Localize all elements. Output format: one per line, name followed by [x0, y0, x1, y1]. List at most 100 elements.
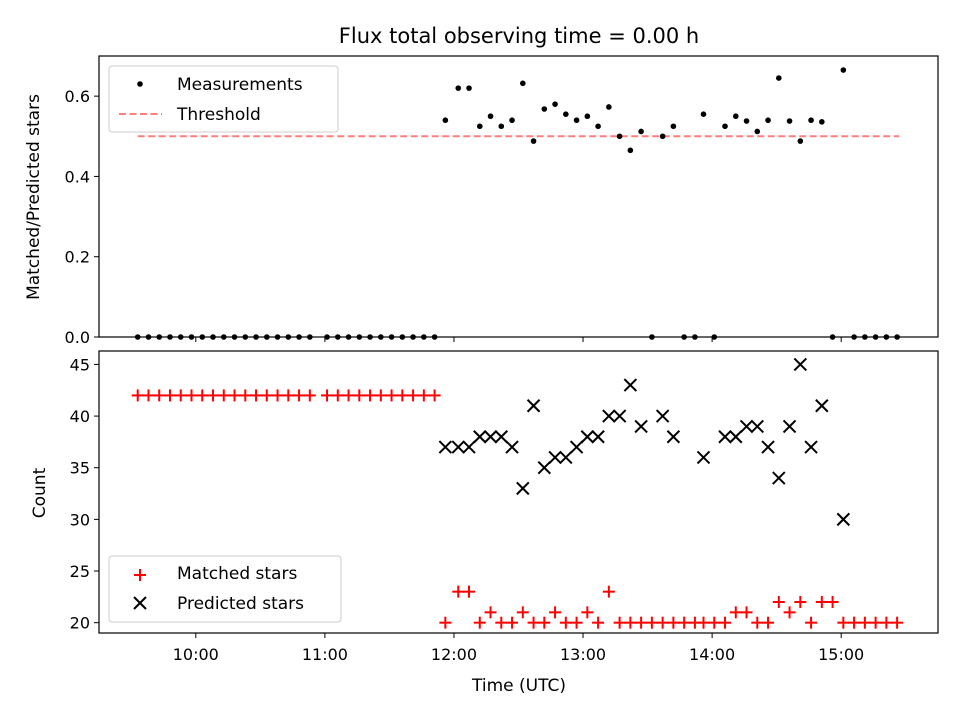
measurement-point [606, 104, 612, 110]
matched-star-point [880, 616, 893, 629]
measurement-point [819, 119, 825, 125]
count-y-tick-label: 25 [70, 562, 90, 581]
predicted-star-point [750, 419, 764, 434]
predicted-star-point [516, 481, 530, 496]
matched-star-point [428, 389, 441, 402]
predicted-star-point [836, 512, 851, 527]
measurement-point [840, 67, 847, 73]
matched-star-point [196, 389, 209, 402]
x-tick-label: 14:00 [689, 645, 735, 664]
matched-star-point [396, 389, 409, 402]
matched-star-point [506, 616, 519, 629]
predicted-star-point [591, 430, 605, 444]
matched-star-point [613, 616, 626, 629]
matched-star-point [740, 606, 753, 619]
predicted-star-point [451, 440, 465, 454]
count-y-axis-label: Count [30, 467, 50, 518]
matched-star-point [174, 389, 187, 402]
matched-star-point [163, 389, 176, 402]
measurement-point [743, 118, 750, 124]
matched-star-point [570, 616, 583, 629]
matched-star-point [452, 585, 465, 598]
measurement-point [627, 147, 634, 154]
legend-measurements-marker [137, 81, 143, 87]
predicted-star-point [438, 440, 453, 454]
matched-star-point [848, 616, 861, 629]
predicted-star-point [494, 430, 508, 444]
matched-star-point [837, 616, 850, 629]
predicted-star-point [602, 409, 616, 423]
matched-star-point [697, 616, 710, 629]
count-y-tick-label: 40 [70, 407, 90, 426]
predicted-star-point [782, 419, 797, 434]
measurement-point [670, 123, 677, 130]
measurement-point [530, 138, 537, 144]
matched-star-point [374, 389, 387, 402]
matched-star-point [719, 616, 732, 629]
legend-predicted-marker [133, 596, 147, 610]
matched-star-point [635, 616, 648, 629]
matched-star-point [207, 389, 220, 402]
matched-star-point [751, 616, 764, 629]
matched-star-point [516, 606, 529, 619]
matched-star-point [331, 389, 344, 402]
measurement-point [520, 80, 526, 87]
predicted-star-point [569, 440, 584, 454]
matched-star-point [826, 596, 839, 609]
predicted-star-point [655, 409, 670, 423]
matched-star-point [342, 389, 355, 402]
matched-star-point [794, 596, 807, 609]
predicted-star-point [462, 440, 476, 454]
matched-star-point [495, 616, 508, 629]
matched-star-point [353, 389, 366, 402]
measurement-point [765, 117, 771, 124]
matched-star-point [407, 389, 420, 402]
matched-star-point [815, 596, 828, 609]
measurement-point [563, 111, 569, 118]
matched-star-point [538, 616, 551, 629]
predicted-star-point [739, 419, 754, 434]
measurement-point [754, 128, 761, 135]
matched-star-point [805, 616, 818, 629]
legend-predicted-label: Predicted stars [177, 594, 304, 614]
matched-star-point [217, 389, 230, 402]
predicted-star-point [483, 430, 498, 444]
x-tick-label: 12:00 [431, 645, 477, 664]
matched-star-point [153, 389, 166, 402]
predicted-star-point [804, 440, 818, 454]
measurement-point [700, 111, 707, 118]
ratio-y-tick-label: 0.4 [65, 167, 90, 186]
matched-star-point [131, 389, 144, 402]
predicted-star-point [473, 430, 487, 444]
predicted-star-point [537, 461, 552, 475]
predicted-star-point [772, 471, 786, 485]
matched-star-point [228, 389, 241, 402]
count-y-tick-label: 20 [70, 614, 90, 633]
matched-star-point [602, 585, 615, 598]
count-legend-box [108, 555, 342, 623]
chart-title: Flux total observing time = 0.00 h [339, 24, 699, 48]
measurement-point [616, 133, 623, 140]
legend-threshold-label: Threshold [176, 105, 261, 125]
matched-star-point [142, 389, 155, 402]
measurement-point [786, 118, 793, 124]
predicted-star-point [815, 399, 829, 413]
measurement-point [584, 113, 591, 120]
matched-star-point [439, 616, 452, 629]
matched-star-point [527, 616, 540, 629]
matched-star-point [185, 389, 198, 402]
measurement-point [573, 117, 580, 124]
predicted-star-point [666, 430, 681, 444]
predicted-star-point [634, 419, 648, 434]
measurement-point [722, 123, 728, 130]
x-tick-label: 15:00 [818, 645, 864, 664]
predicted-star-point [729, 430, 743, 444]
matched-star-point [303, 389, 316, 402]
matched-star-point [417, 389, 430, 402]
x-tick-label: 11:00 [302, 645, 348, 664]
count-y-tick-label: 45 [70, 355, 90, 374]
measurement-point [498, 123, 505, 130]
matched-star-point [385, 389, 398, 402]
x-tick-label: 13:00 [560, 645, 606, 664]
predicted-star-point [505, 440, 519, 454]
